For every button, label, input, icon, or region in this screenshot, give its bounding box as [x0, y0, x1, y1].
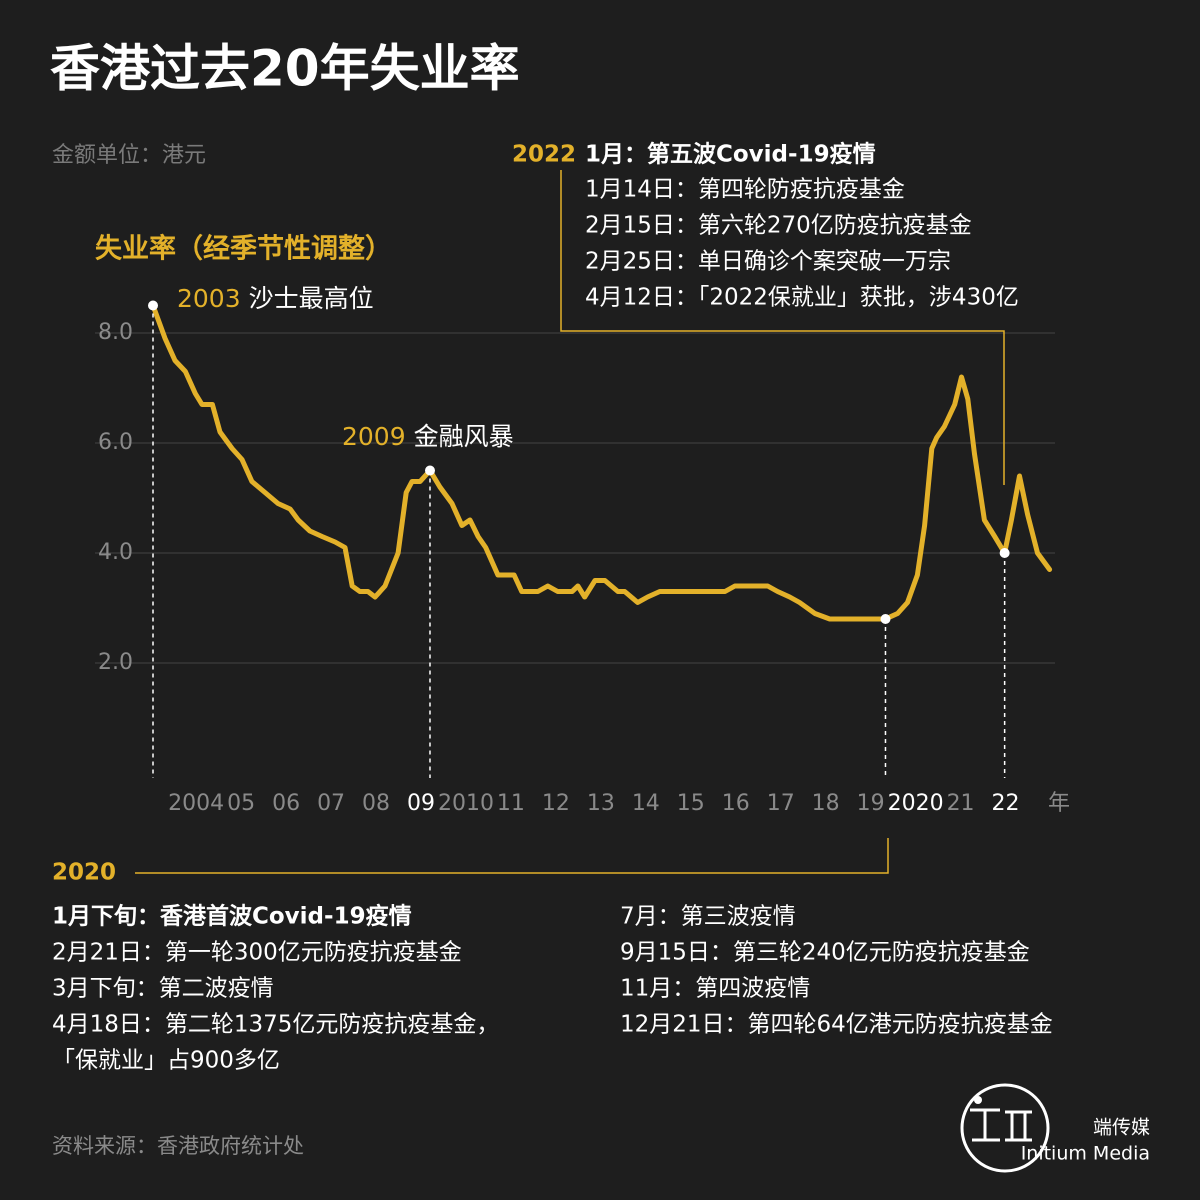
line [150, 303, 1053, 622]
x-tick-label: 19 [857, 791, 885, 816]
chart-title: 香港过去20年失业率 [50, 40, 520, 98]
highlight-point [148, 300, 159, 311]
event-item: 11月：第四波疫情 [620, 976, 810, 1002]
event-item: 12月21日：第四轮64亿港元防疫抗疫基金 [620, 1012, 1053, 1038]
x-tick-label: 21 [947, 791, 975, 816]
event-item: 「保就业」占900多亿 [52, 1048, 280, 1074]
connector [560, 170, 1005, 485]
x-tick-label: 09 [407, 791, 435, 816]
event-item: 3月下旬：第二波疫情 [52, 976, 274, 1002]
event-item: 1月14日：第四轮防疫抗疫基金 [585, 177, 905, 203]
logo-cn: 端传媒 [1093, 1117, 1150, 1139]
event-heading: 1月：第五波Covid-19疫情 [585, 141, 876, 168]
x-tick-label: 14 [632, 791, 660, 816]
x-axis-label: 年 [1048, 791, 1070, 816]
x-tick-label: 18 [812, 791, 840, 816]
highlight-point [424, 465, 435, 476]
annotation-year: 2009 [342, 422, 406, 451]
x-tick-label: 2020 [888, 791, 944, 816]
event-item: 2月25日：单日确诊个案突破一万宗 [585, 249, 951, 275]
logo-glyph [970, 1108, 1032, 1142]
annotation-text: 沙士最高位 [249, 284, 374, 313]
x-tick-label: 22 [992, 791, 1020, 816]
x-tick-label: 11 [497, 791, 525, 816]
logo [960, 1083, 1050, 1173]
x-tick-label: 2010 [438, 791, 494, 816]
event-item: 2月21日：第一轮300亿元防疫抗疫基金 [52, 940, 462, 966]
event-year: 2022 [512, 142, 576, 168]
x-tick-label: 05 [227, 791, 255, 816]
y-tick-label: 4.0 [98, 540, 133, 565]
event-item: 2月15日：第六轮270亿防疫抗疫基金 [585, 213, 972, 239]
x-tick-label: 08 [362, 791, 390, 816]
x-tick-label: 17 [767, 791, 795, 816]
x-tick-label: 07 [317, 791, 345, 816]
x-tick-label: 15 [677, 791, 705, 816]
logo-en: Initium Media [1021, 1143, 1150, 1165]
logo-ring [960, 1083, 1050, 1173]
annotation-year: 2003 [177, 284, 241, 313]
y-tick-label: 6.0 [98, 430, 133, 455]
connector [135, 838, 889, 874]
event-heading: 1月下旬：香港首波Covid-19疫情 [52, 903, 412, 930]
annotation: 2003 沙士最高位 [177, 284, 374, 313]
x-tick-label: 16 [722, 791, 750, 816]
y-tick-label: 2.0 [98, 650, 133, 675]
subtitle: 金额单位：港元 [52, 143, 206, 168]
highlight-point [999, 548, 1010, 558]
event-item: 9月15日：第三轮240亿元防疫抗疫基金 [620, 940, 1030, 966]
logo-dot [974, 1096, 982, 1104]
x-tick-label: 2004 [168, 791, 224, 816]
annotation: 2009 金融风暴 [342, 422, 514, 451]
x-tick-label: 13 [587, 791, 615, 816]
highlight-point [880, 614, 891, 624]
event-item: 4月18日：第二轮1375亿元防疫抗疫基金， [52, 1012, 499, 1038]
event-item: 7月：第三波疫情 [620, 904, 796, 930]
annotation-text: 金融风暴 [414, 422, 514, 451]
x-tick-label: 06 [272, 791, 300, 816]
event-year: 2020 [52, 860, 116, 886]
y-axis-label: 失业率（经季节性调整） [95, 233, 392, 265]
y-tick-label: 8.0 [98, 320, 133, 345]
event-item: 4月12日：「2022保就业」获批，涉430亿 [585, 285, 1019, 311]
x-tick-label: 12 [542, 791, 570, 816]
source: 资料来源：香港政府统计处 [52, 1134, 304, 1158]
